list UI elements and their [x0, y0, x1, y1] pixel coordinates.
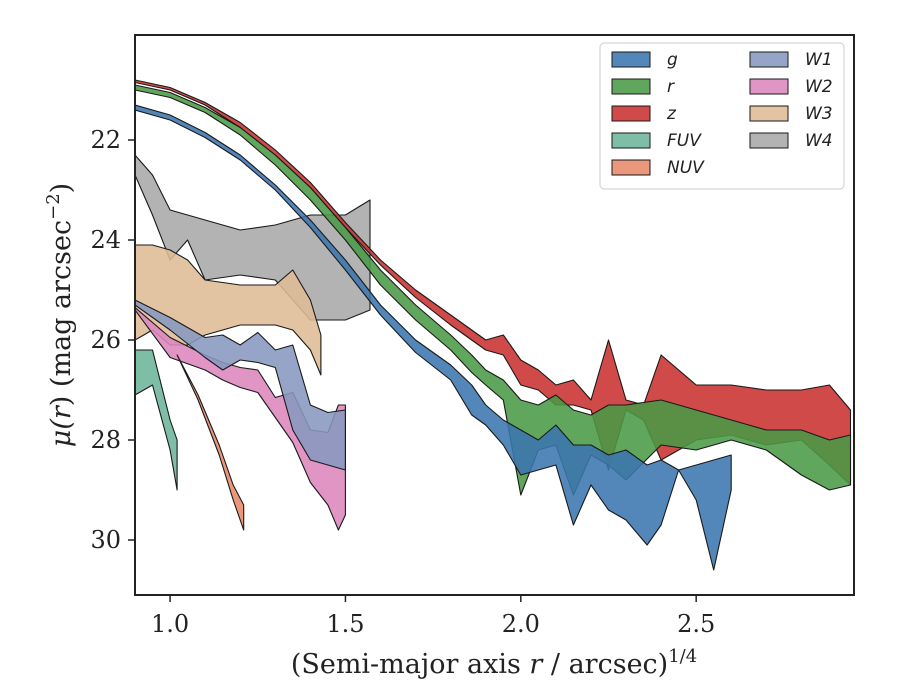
y-tick-label: 22: [90, 126, 121, 154]
series-band-r: [135, 84, 852, 496]
series-band-nuv: [176, 354, 245, 531]
y-axis-label: μ(r) (mag arcsec−2): [43, 183, 77, 447]
legend-label-w4: W4: [805, 131, 833, 151]
legend-label-r: r: [667, 77, 675, 97]
x-tick-label: 2.0: [502, 610, 540, 638]
legend-swatch-w4: [749, 132, 789, 149]
legend-swatch-r: [611, 78, 651, 95]
legend-swatch-nuv: [611, 159, 651, 176]
y-axis-ticks: 22 24 26 28 30: [90, 126, 135, 554]
legend-label-fuv: FUV: [667, 131, 702, 151]
series-layer: [135, 79, 852, 571]
series-band-g: [135, 104, 732, 571]
legend-label-w1: W1: [805, 50, 833, 70]
legend: grz FUV NUV W1 W2 W3 W4: [599, 42, 845, 190]
legend-swatch-w1: [749, 51, 789, 68]
series-band-w1: [135, 299, 346, 471]
plot-frame: [134, 34, 855, 596]
x-tick-label: 1.5: [326, 610, 364, 638]
series-band-fuv: [135, 349, 178, 491]
y-tick-label: 24: [90, 226, 121, 254]
legend-swatch-w3: [749, 105, 789, 122]
legend-swatch-g: [611, 51, 651, 68]
series-band-w2: [135, 306, 346, 531]
x-tick-label: 2.5: [677, 610, 715, 638]
y-tick-label: 30: [90, 526, 121, 554]
x-axis-label: (Semi-major axis r / arcsec)1/4: [291, 646, 697, 680]
x-tick-label: 1.0: [151, 610, 189, 638]
legend-label-nuv: NUV: [667, 158, 705, 178]
legend-swatch-fuv: [611, 132, 651, 149]
y-tick-label: 26: [90, 326, 121, 354]
legend-swatch-w2: [749, 78, 789, 95]
y-tick-label: 28: [90, 426, 121, 454]
legend-label-z: z: [666, 104, 677, 124]
legend-label-g: g: [667, 50, 678, 70]
x-axis-ticks: 1.0 1.5 2.0 2.5: [151, 595, 715, 638]
legend-swatch-z: [611, 105, 651, 122]
legend-label-w3: W3: [805, 104, 833, 124]
legend-label-w2: W2: [805, 77, 833, 97]
